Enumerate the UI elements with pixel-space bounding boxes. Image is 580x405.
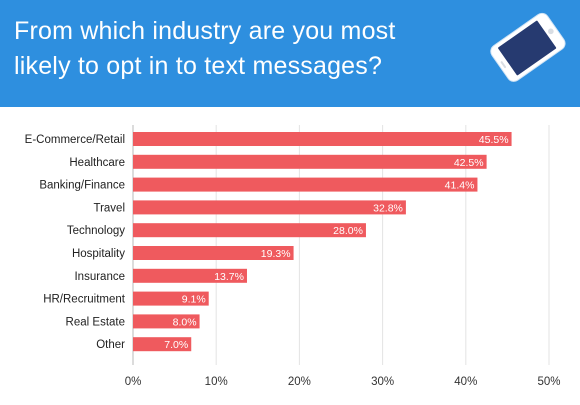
bar (133, 246, 294, 260)
bar (133, 337, 192, 352)
header-background (0, 0, 580, 107)
x-tick-label: 40% (454, 376, 477, 388)
bar-value-label: 41.4% (445, 180, 475, 192)
category-label: Healthcare (69, 157, 125, 169)
x-tick-label: 50% (537, 376, 560, 388)
x-tick-label: 20% (288, 376, 311, 388)
bar-value-label: 28.0% (333, 225, 363, 237)
bar-chart: 0% 10% 20% 30% 40% 50% 45.5% E-Commerce/Retail 4… (25, 125, 561, 388)
bar (133, 268, 247, 283)
bar (133, 132, 512, 146)
smartphone-icon (478, 5, 578, 97)
bar-chart-area: 0% 10% 20% 30% 40% 50% 45.5% E-Commerce/Retail 4… (0, 107, 580, 400)
page-title: From which industry are you most likely … (14, 17, 396, 80)
x-tick-label: 30% (371, 376, 394, 388)
x-tick-label: 0% (125, 376, 142, 388)
bar (133, 223, 366, 238)
bar (133, 154, 487, 169)
bar (133, 200, 406, 215)
category-label: Real Estate (66, 316, 125, 328)
bar (133, 177, 478, 192)
header-banner: From which industry are you most likely … (0, 0, 580, 107)
category-label: Hospitality (72, 248, 125, 260)
category-label: Other (96, 339, 125, 351)
category-label: HR/Recruitment (43, 294, 126, 306)
category-label: Travel (93, 202, 125, 214)
bar-value-label: 7.0% (164, 339, 188, 351)
bar (133, 314, 200, 329)
bar-value-label: 9.1% (182, 294, 206, 306)
bar-value-label: 32.8% (373, 202, 403, 214)
category-label: Banking/Finance (39, 180, 125, 192)
x-tick-label: 10% (205, 376, 228, 388)
bar-value-label: 8.0% (173, 316, 197, 328)
category-label: Technology (67, 225, 125, 237)
bar-value-label: 42.5% (454, 157, 484, 169)
bar-value-label: 13.7% (214, 271, 244, 283)
category-label: E-Commerce/Retail (25, 134, 125, 146)
bar-value-label: 45.5% (479, 134, 509, 146)
bar-value-label: 19.3% (261, 248, 291, 260)
category-label: Insurance (74, 271, 125, 283)
bar (133, 291, 209, 306)
